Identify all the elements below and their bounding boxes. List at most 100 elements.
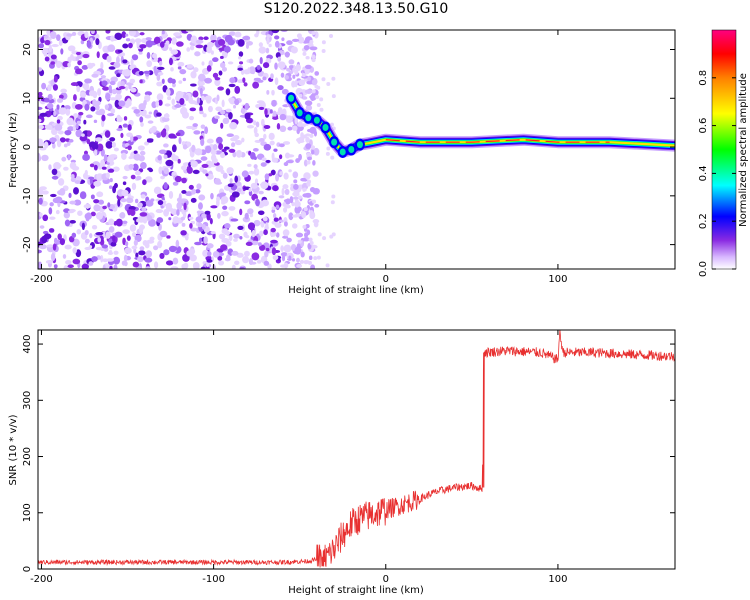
noise-dot — [122, 59, 128, 64]
noise-dot — [106, 55, 112, 63]
noise-dot — [212, 72, 219, 79]
noise-dot — [289, 196, 294, 204]
noise-dot — [248, 187, 252, 192]
noise-dot — [291, 223, 298, 229]
noise-dot — [263, 260, 270, 266]
noise-dot — [200, 156, 208, 161]
noise-dot — [82, 53, 90, 59]
noise-dot — [186, 64, 194, 69]
noise-dot — [172, 181, 179, 186]
noise-dot — [232, 151, 237, 158]
noise-dot — [243, 250, 250, 257]
noise-dot — [146, 51, 151, 59]
noise-dot — [303, 45, 310, 51]
noise-dot — [265, 247, 270, 252]
noise-dot — [331, 94, 336, 99]
noise-dot — [102, 264, 106, 269]
noise-dot — [54, 124, 63, 131]
y-tick-label: 20 — [22, 43, 33, 56]
noise-dot — [273, 217, 279, 222]
noise-dot — [252, 148, 259, 152]
noise-dot — [195, 44, 204, 49]
noise-dot — [75, 51, 82, 56]
noise-dot — [311, 149, 315, 155]
noise-dot — [277, 107, 283, 114]
noise-dot — [244, 200, 251, 205]
noise-dot — [263, 133, 267, 140]
noise-dot — [101, 244, 109, 249]
noise-dot — [190, 197, 197, 203]
noise-dot — [189, 83, 197, 87]
noise-dot — [136, 218, 141, 223]
noise-dot — [218, 260, 225, 266]
noise-dot — [297, 206, 302, 212]
noise-dot — [117, 49, 123, 53]
noise-dot — [122, 220, 128, 224]
noise-dot — [299, 259, 304, 264]
noise-dot — [122, 123, 128, 128]
noise-dot — [109, 97, 118, 101]
noise-dot — [153, 65, 157, 74]
noise-dot — [67, 264, 74, 269]
noise-dot — [287, 126, 293, 131]
noise-dot — [257, 242, 262, 247]
noise-dot — [237, 56, 242, 60]
noise-dot — [84, 78, 92, 84]
noise-dot — [311, 31, 316, 36]
noise-dot — [122, 181, 127, 186]
noise-dot — [309, 210, 314, 215]
noise-dot — [144, 91, 153, 96]
noise-dot — [279, 113, 287, 121]
y-tick-label: 200 — [22, 447, 33, 466]
noise-dot — [105, 231, 111, 239]
noise-dot — [70, 82, 78, 87]
noise-dot — [41, 82, 47, 90]
noise-dot — [272, 255, 279, 261]
noise-dot — [263, 143, 272, 151]
noise-dot — [241, 170, 249, 178]
noise-dot — [190, 160, 198, 168]
noise-dot — [50, 193, 57, 198]
noise-dot — [181, 177, 187, 184]
noise-dot — [264, 108, 268, 116]
noise-dot — [248, 58, 254, 64]
noise-dot — [133, 247, 137, 254]
noise-dot — [139, 162, 147, 170]
snr-panel: -200 -100 0 100 0 100 200 300 400 Height of stra… — [8, 329, 676, 596]
noise-dot — [56, 119, 61, 124]
noise-dot — [285, 198, 291, 205]
noise-dot — [305, 105, 313, 111]
noise-dot — [110, 76, 118, 83]
noise-dot — [202, 113, 207, 118]
noise-dot — [101, 166, 107, 170]
noise-dot — [274, 35, 280, 40]
noise-dot — [44, 56, 50, 62]
noise-dot — [185, 30, 194, 33]
noise-dot — [314, 203, 320, 208]
noise-dot — [235, 150, 243, 158]
noise-dot — [138, 250, 146, 256]
noise-dot — [95, 231, 104, 236]
noise-dot — [315, 95, 320, 100]
noise-dot — [94, 137, 103, 142]
noise-dot — [286, 67, 291, 72]
noise-dot — [142, 216, 148, 224]
noise-dot — [95, 110, 104, 116]
ridge-blob — [296, 109, 303, 117]
noise-dot — [254, 178, 259, 185]
noise-dot — [170, 49, 179, 55]
noise-dot — [256, 259, 262, 264]
noise-dot — [53, 237, 58, 245]
noise-dot — [146, 239, 155, 244]
noise-dot — [84, 31, 89, 39]
noise-dot — [286, 237, 292, 243]
snr-line — [38, 330, 675, 568]
noise-dot — [91, 142, 99, 151]
noise-dot — [283, 262, 289, 269]
noise-dot — [270, 169, 276, 176]
noise-dot — [285, 115, 293, 123]
noise-dot — [233, 104, 237, 109]
noise-dot — [229, 177, 233, 184]
noise-dot — [261, 199, 270, 207]
